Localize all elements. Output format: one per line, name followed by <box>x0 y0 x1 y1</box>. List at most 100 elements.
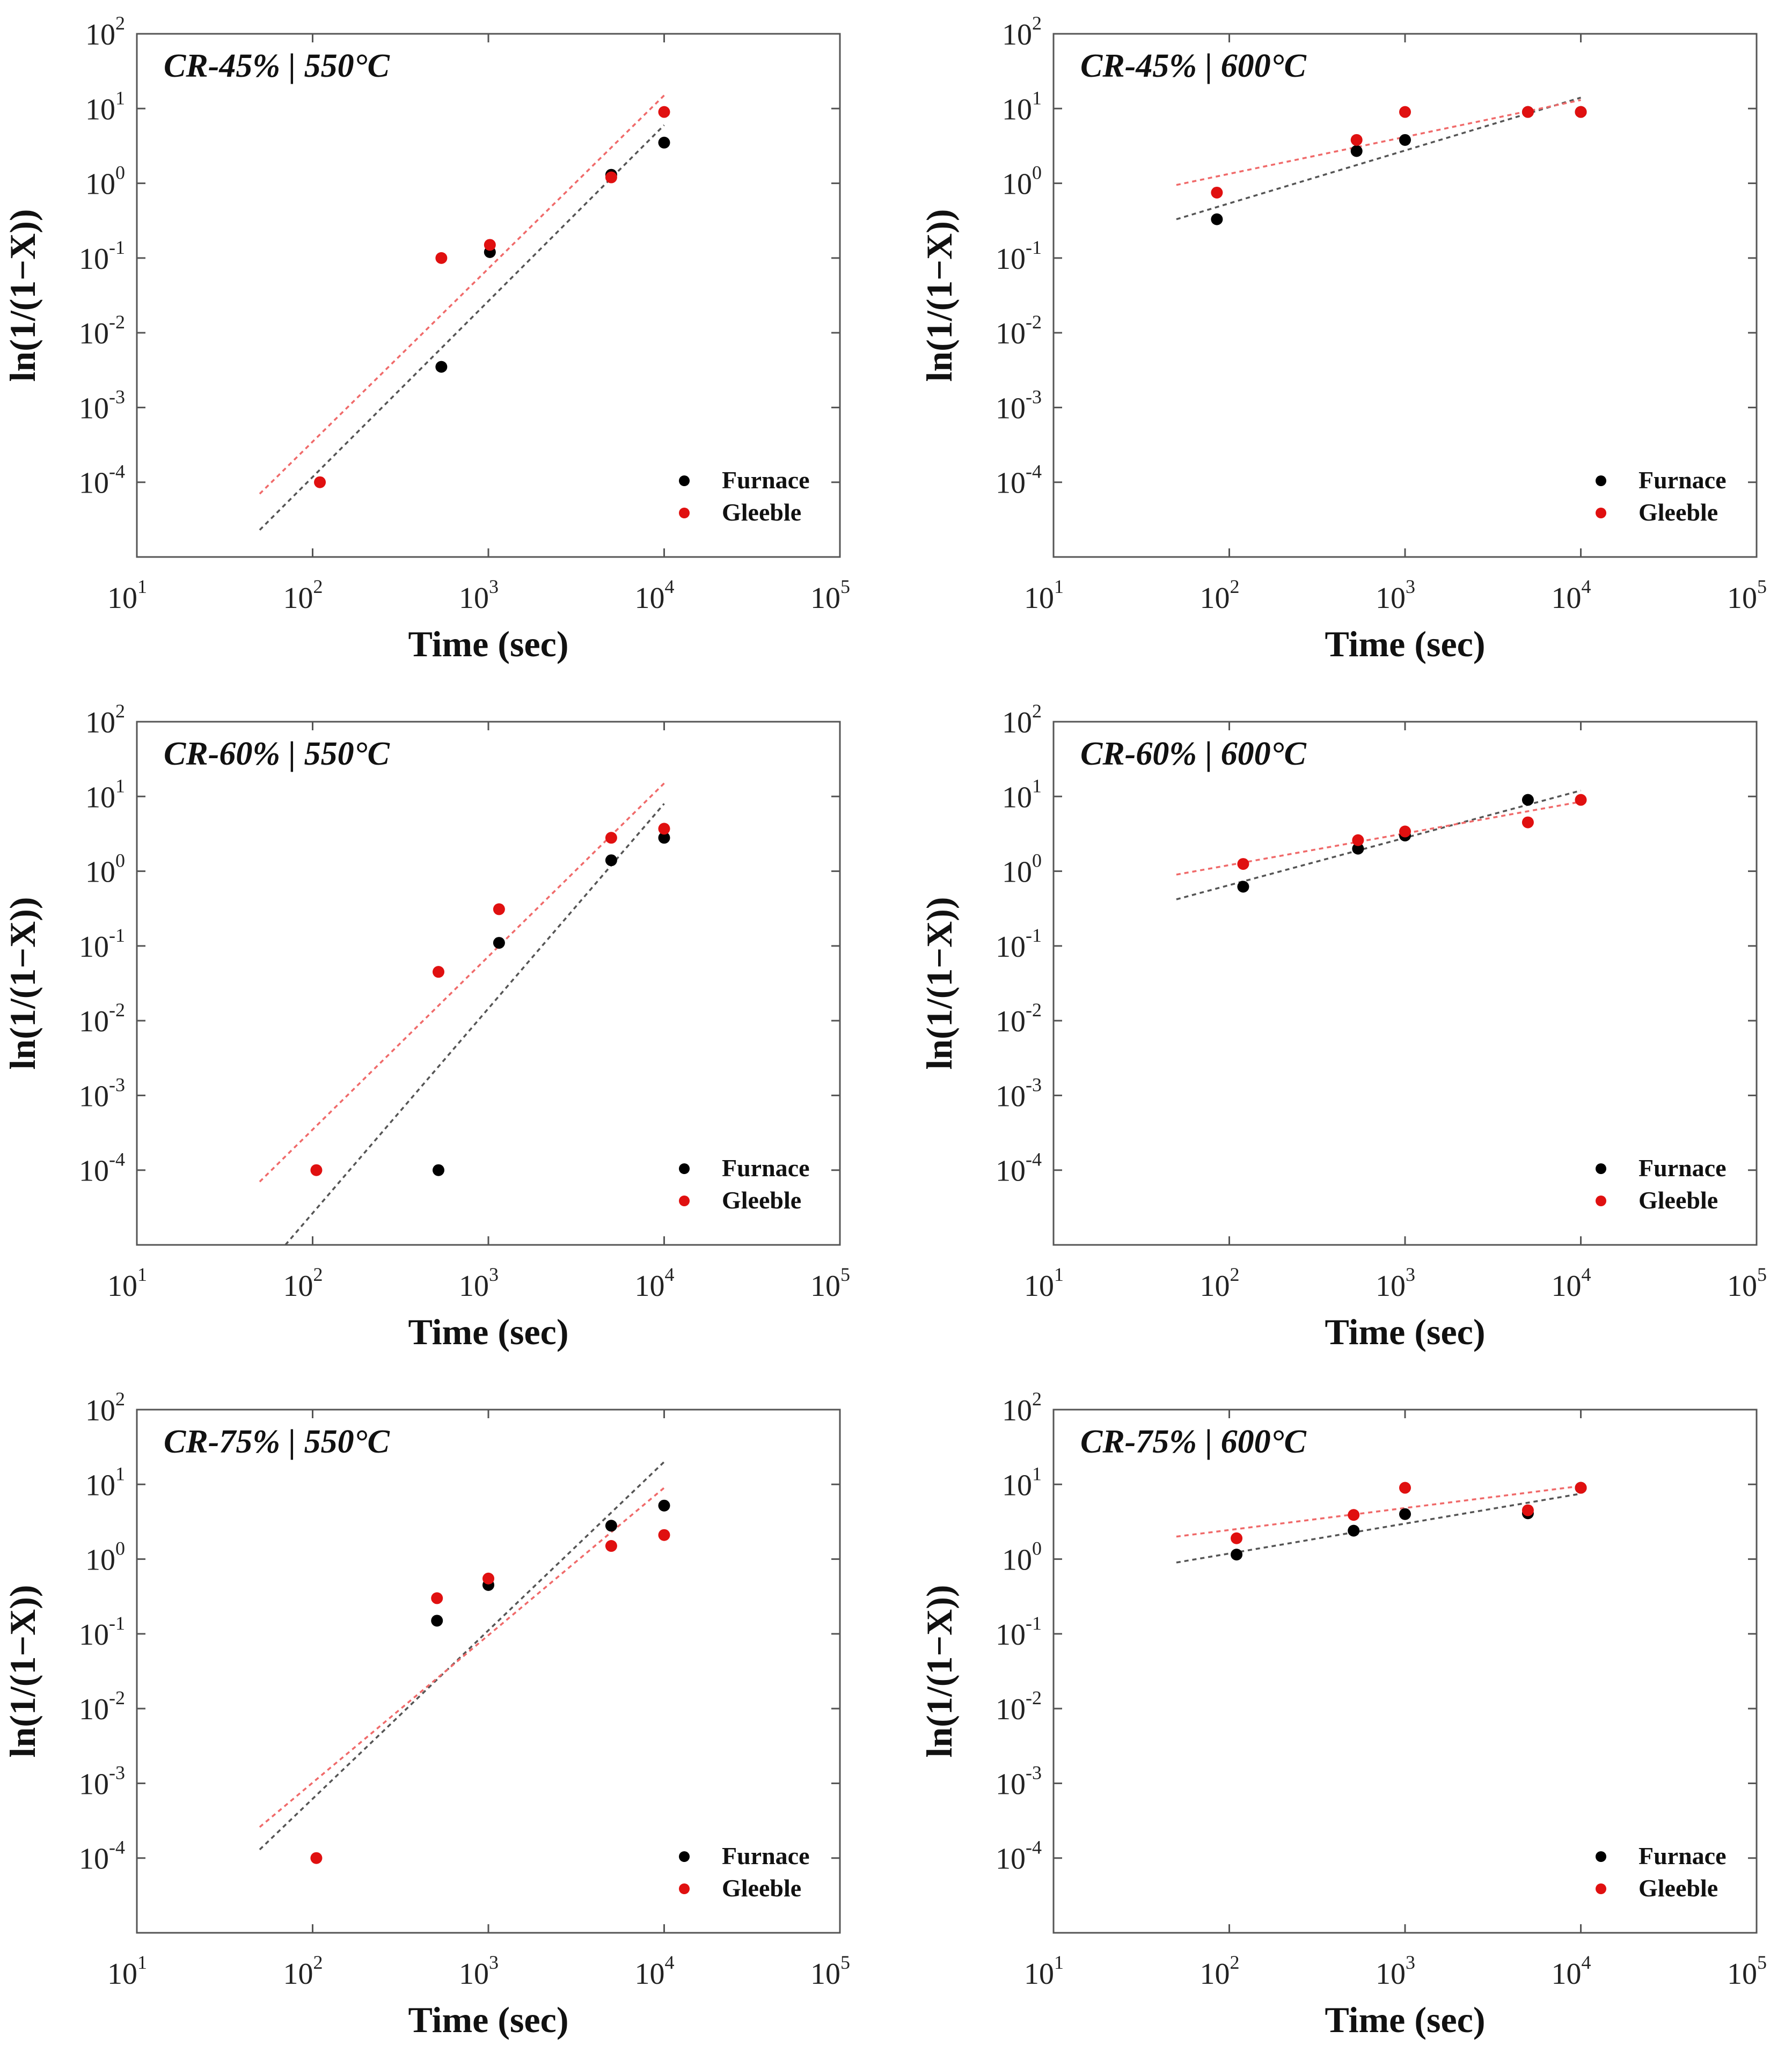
y-axis-label: ln(1/(1−X)) <box>2 1585 43 1757</box>
fit-line-gleeble <box>1176 801 1581 876</box>
y-axis-label: ln(1/(1−X)) <box>919 209 960 382</box>
y-tick-label: 100 <box>85 162 125 201</box>
y-tick-label: 101 <box>85 1463 125 1502</box>
data-point-gleeble <box>605 171 617 184</box>
y-tick-label: 100 <box>1002 1538 1042 1577</box>
data-point-furnace <box>1399 1508 1411 1520</box>
data-point-gleeble <box>1575 794 1587 806</box>
data-point-furnace <box>1350 145 1363 157</box>
panel-title: CR-45% | 600°C <box>1080 48 1306 84</box>
legend-marker-gleeble <box>1596 1196 1606 1206</box>
y-tick-label: 10-2 <box>79 999 125 1038</box>
y-tick-label: 10-4 <box>996 461 1042 500</box>
data-point-gleeble <box>1575 106 1587 118</box>
data-point-furnace <box>1348 1524 1360 1537</box>
x-axis-label: Time (sec) <box>1325 624 1486 664</box>
panel-3: 101 102 103 104 105 10-4 10-3 10-2 10-1 100 101 102… <box>2 700 850 1352</box>
y-tick-label: 100 <box>1002 850 1042 889</box>
y-tick-label: 102 <box>85 700 125 739</box>
panel-title: CR-75% | 550°C <box>164 1424 390 1460</box>
x-tick-label: 105 <box>810 576 850 615</box>
x-tick-label: 103 <box>459 576 499 615</box>
y-tick-label: 10-3 <box>79 1074 125 1113</box>
data-point-gleeble <box>431 1592 443 1604</box>
legend-marker-gleeble <box>679 1883 690 1894</box>
x-tick-label: 105 <box>1727 1952 1767 1991</box>
y-tick-label: 10-1 <box>79 237 125 276</box>
fit-line-gleeble <box>259 1487 665 1828</box>
legend-label-gleeble: Gleeble <box>722 498 801 526</box>
panel-5: 101 102 103 104 105 10-4 10-3 10-2 10-1 100 101 102… <box>2 1388 850 2040</box>
panel-1: 101 102 103 104 105 10-4 10-3 10-2 10-1 100 101 102… <box>2 12 850 664</box>
x-tick-label: 102 <box>1200 576 1240 615</box>
data-point-gleeble <box>1237 858 1249 870</box>
x-tick-label: 103 <box>1376 576 1415 615</box>
data-point-gleeble <box>484 239 496 251</box>
fit-line-furnace <box>1176 1492 1581 1564</box>
legend-marker-furnace <box>679 1163 690 1174</box>
x-tick-label: 103 <box>459 1952 499 1991</box>
y-tick-label: 10-2 <box>996 311 1042 350</box>
legend-label-furnace: Furnace <box>722 466 810 494</box>
data-point-gleeble <box>1399 106 1411 118</box>
data-point-gleeble <box>482 1572 494 1585</box>
data-point-furnace <box>493 937 505 949</box>
data-point-gleeble <box>605 832 617 844</box>
data-point-furnace <box>605 1520 617 1532</box>
data-point-gleeble <box>1522 1504 1534 1516</box>
x-tick-label: 104 <box>1552 1952 1591 1991</box>
panel-title: CR-60% | 600°C <box>1080 736 1306 772</box>
data-point-gleeble <box>1231 1532 1243 1544</box>
data-point-furnace <box>431 1615 443 1627</box>
y-axis-label: ln(1/(1−X)) <box>919 1585 960 1757</box>
legend-label-gleeble: Gleeble <box>722 1186 801 1214</box>
y-tick-label: 10-1 <box>79 925 125 964</box>
fit-line-furnace <box>259 124 665 531</box>
legend-label-furnace: Furnace <box>722 1842 810 1869</box>
x-tick-label: 102 <box>1200 1952 1240 1991</box>
data-point-gleeble <box>1399 1482 1411 1494</box>
data-point-furnace <box>1231 1549 1243 1561</box>
y-tick-label: 102 <box>1002 700 1042 739</box>
legend-marker-furnace <box>1596 1851 1606 1862</box>
x-axis-label: Time (sec) <box>1325 1311 1486 1352</box>
y-tick-label: 102 <box>1002 12 1042 52</box>
data-point-gleeble <box>658 823 670 835</box>
y-tick-label: 10-4 <box>996 1837 1042 1876</box>
legend-label-furnace: Furnace <box>1639 1842 1727 1869</box>
data-point-furnace <box>658 832 670 844</box>
x-tick-label: 105 <box>1727 1264 1767 1303</box>
y-tick-label: 102 <box>85 1388 125 1427</box>
x-tick-label: 102 <box>283 576 323 615</box>
data-point-gleeble <box>658 1529 670 1541</box>
legend-marker-furnace <box>1596 475 1606 486</box>
data-point-furnace <box>432 1164 444 1176</box>
x-tick-label: 105 <box>810 1952 850 1991</box>
x-tick-label: 103 <box>1376 1952 1415 1991</box>
y-tick-label: 10-4 <box>996 1149 1042 1188</box>
x-tick-label: 104 <box>1552 576 1591 615</box>
x-tick-label: 102 <box>283 1952 323 1991</box>
y-axis-label: ln(1/(1−X)) <box>2 897 43 1069</box>
x-tick-label: 104 <box>635 576 675 615</box>
legend-marker-furnace <box>1596 1163 1606 1174</box>
data-point-gleeble <box>1399 825 1411 838</box>
y-tick-label: 102 <box>1002 1388 1042 1427</box>
legend-label-furnace: Furnace <box>1639 466 1727 494</box>
legend-marker-furnace <box>679 475 690 486</box>
data-point-gleeble <box>1575 1482 1587 1494</box>
legend-marker-gleeble <box>1596 1883 1606 1894</box>
panel-6: 101 102 103 104 105 10-4 10-3 10-2 10-1 100 101 102… <box>919 1388 1767 2040</box>
x-axis-label: Time (sec) <box>1325 1999 1486 2040</box>
y-tick-label: 10-1 <box>996 1612 1042 1652</box>
panel-4: 101 102 103 104 105 10-4 10-3 10-2 10-1 100 101 102… <box>919 700 1767 1352</box>
x-tick-label: 101 <box>1024 576 1064 615</box>
y-tick-label: 10-2 <box>996 999 1042 1038</box>
y-axis-label: ln(1/(1−X)) <box>919 897 960 1069</box>
x-tick-label: 104 <box>1552 1264 1591 1303</box>
legend-label-furnace: Furnace <box>1639 1154 1727 1182</box>
fit-line-gleeble <box>259 94 665 495</box>
x-tick-label: 101 <box>1024 1952 1064 1991</box>
y-tick-label: 101 <box>85 87 125 126</box>
